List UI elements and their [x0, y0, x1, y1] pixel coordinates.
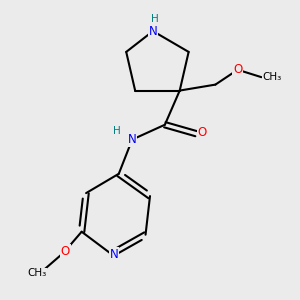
Text: H: H: [113, 126, 121, 136]
Text: O: O: [197, 126, 207, 139]
Text: N: N: [110, 248, 119, 260]
Text: N: N: [148, 25, 157, 38]
Text: CH₃: CH₃: [262, 72, 281, 82]
Text: O: O: [61, 244, 70, 258]
Text: O: O: [233, 63, 242, 76]
Text: CH₃: CH₃: [27, 268, 47, 278]
Text: N: N: [128, 133, 136, 146]
Text: H: H: [151, 14, 158, 24]
